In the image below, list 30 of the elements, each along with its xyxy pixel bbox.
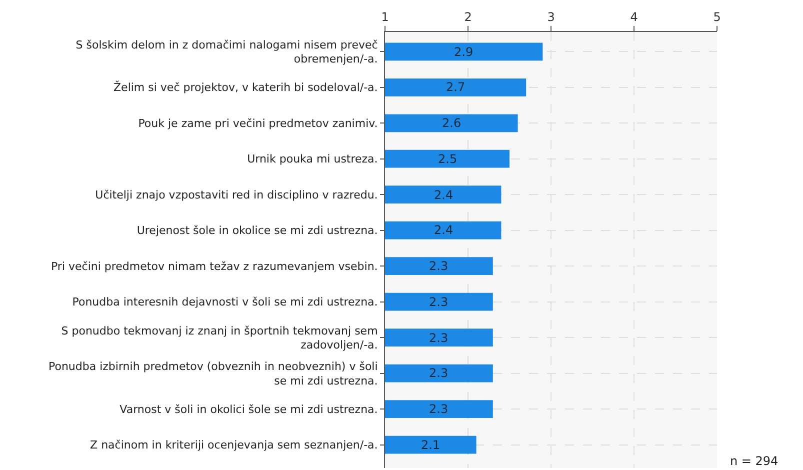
data-label: 2.5 — [438, 152, 458, 166]
x-tick-label: 5 — [713, 10, 721, 24]
y-tick-label: Urnik pouka mi ustreza. — [247, 152, 378, 166]
x-tick-label: 2 — [464, 10, 472, 24]
x-tick-label: 4 — [630, 10, 638, 24]
data-label: 2.3 — [429, 331, 448, 345]
data-label: 2.1 — [421, 438, 440, 452]
y-tick-label: Urejenost šole in okolice se mi zdi ustrezna. — [136, 224, 378, 238]
data-label: 2.4 — [434, 188, 454, 202]
y-tick-label: S šolskim delom in z domačimi nalogami nisem preveč obremenjen/-a. — [76, 38, 378, 66]
y-tick-label: Ponudba izbirnih predmetov (obveznih in neobveznih) v šoli se mi zdi ustrezna. — [48, 360, 378, 388]
text: n = 294 — [730, 454, 778, 468]
y-tick-label: Varnost v šoli in okolici šole se mi zdi ustrezna. — [120, 402, 378, 416]
x-tick-label: 3 — [547, 10, 555, 24]
data-label: 2.7 — [446, 80, 466, 94]
y-tick-label: Učitelji znajo vzpostaviti red in disciplino v razredu. — [95, 188, 378, 202]
y-tick-label: Želim si več projektov, v katerih bi sodeloval/-a. — [114, 80, 378, 94]
x-tick-label: 1 — [381, 10, 389, 24]
y-tick-label: Ponudba interesnih dejavnosti v šoli se mi zdi ustrezna. — [72, 296, 378, 309]
data-label: 2.3 — [429, 259, 448, 273]
y-tick-label: Z načinom in kriteriji ocenjevanja sem seznanjen/-a. — [90, 438, 378, 452]
data-label: 2.9 — [454, 45, 474, 59]
data-label: 2.3 — [429, 402, 448, 416]
data-label: 2.3 — [429, 366, 448, 380]
data-label: 2.6 — [442, 116, 462, 130]
y-tick-label: Pri večini predmetov nimam težav z razumevanjem vsebin. — [50, 260, 378, 273]
data-label: 2.3 — [429, 295, 448, 309]
y-tick-label: S ponudbo tekmovanj iz znanj in športnih tekmovanj sem zadovoljen/-a. — [61, 324, 378, 352]
data-label: 2.4 — [434, 223, 454, 237]
y-tick-label: Pouk je zame pri večini predmetov zanimiv. — [138, 116, 378, 130]
